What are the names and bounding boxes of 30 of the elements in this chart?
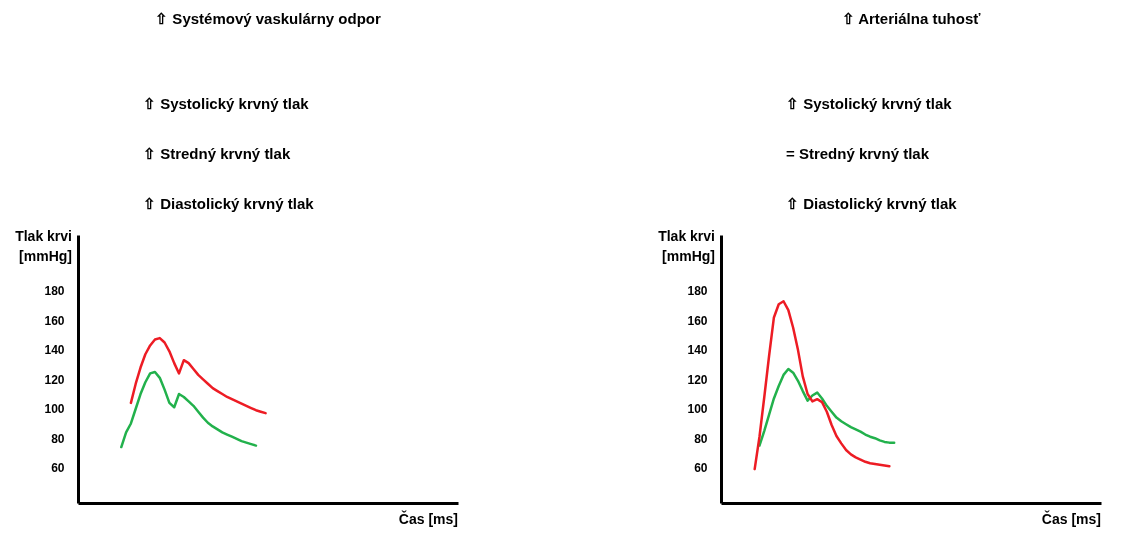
y-tick-label: 180: [44, 284, 65, 299]
y-tick-label: 60: [694, 461, 708, 476]
text: ⇧ Systolický krvný tlak: [143, 95, 310, 112]
text: = Stredný krvný tlak: [786, 145, 930, 162]
y-tick-label: 140: [44, 343, 65, 358]
line-series: [758, 367, 896, 447]
y-tick-label: 160: [687, 313, 708, 328]
y-tick-label: 120: [44, 372, 65, 387]
x-axis-title: Čas [ms]: [1041, 510, 1101, 527]
y-tick-label: 60: [51, 461, 65, 476]
chart-title: ⇧ Systémový vaskulárny odpor: [155, 10, 381, 27]
y-tick-label: 140: [687, 343, 708, 358]
chart-title: ⇧ Arteriálna tuhosť: [841, 10, 982, 27]
line-series: [753, 300, 891, 471]
line-series: [120, 370, 258, 449]
y-tick-label: 180: [687, 284, 708, 299]
y-tick-label: 120: [687, 372, 708, 387]
text: ⇧ Diastolický krvný tlak: [143, 195, 315, 212]
y-axis-title: Tlak krvi [mmHg]: [15, 228, 72, 264]
y-axis-title: Tlak krvi [mmHg]: [658, 228, 715, 264]
text: ⇧ Stredný krvný tlak: [143, 145, 291, 162]
y-tick-label: 160: [44, 313, 65, 328]
y-tick-label: 100: [687, 402, 708, 417]
x-axis-title: Čas [ms]: [398, 510, 458, 527]
text: ⇧ Diastolický krvný tlak: [786, 195, 958, 212]
text: ⇧ Systolický krvný tlak: [786, 95, 953, 112]
y-tick-label: 100: [44, 402, 65, 417]
line-series: [129, 336, 267, 415]
y-tick-label: 80: [51, 431, 65, 446]
y-tick-label: 80: [694, 431, 708, 446]
